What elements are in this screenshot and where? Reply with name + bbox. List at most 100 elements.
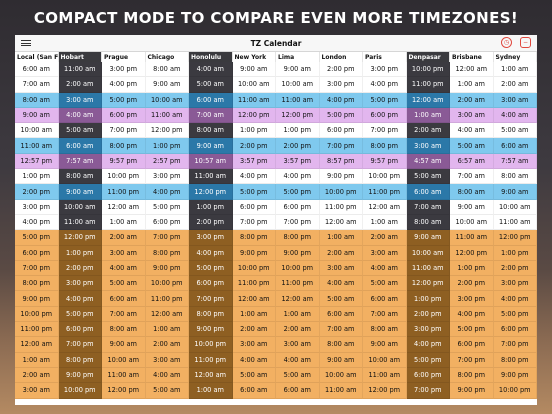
column-header[interactable]: Local (San F... <box>15 52 59 62</box>
time-cell[interactable]: 11:00 pm <box>102 184 146 200</box>
time-cell[interactable]: 4:00 pm <box>406 337 450 353</box>
time-cell[interactable]: 12:00 pm <box>189 184 233 200</box>
time-cell[interactable]: 5:00 pm <box>15 230 59 246</box>
time-cell[interactable]: 7:00 pm <box>102 123 146 139</box>
time-cell[interactable]: 4:00 am <box>232 352 276 368</box>
time-cell[interactable]: 7:57 am <box>58 153 102 170</box>
column-header[interactable]: London <box>319 52 363 62</box>
time-cell[interactable]: 4:00 pm <box>102 77 146 93</box>
time-cell[interactable]: 9:00 am <box>189 138 233 154</box>
time-cell[interactable]: 10:00 am <box>493 199 537 215</box>
time-cell[interactable]: 8:00 am <box>363 322 407 338</box>
time-cell[interactable]: 1:00 pm <box>450 260 494 277</box>
time-cell[interactable]: 3:00 pm <box>319 77 363 93</box>
time-cell[interactable]: 7:00 pm <box>493 337 537 353</box>
time-cell[interactable]: 11:00 pm <box>15 322 59 338</box>
time-cell[interactable]: 9:00 pm <box>189 322 233 338</box>
time-cell[interactable]: 3:00 am <box>450 107 494 124</box>
time-cell[interactable]: 8:00 am <box>58 169 102 185</box>
time-cell[interactable]: 2:00 am <box>145 337 189 353</box>
time-cell[interactable]: 9:00 pm <box>15 291 59 307</box>
time-cell[interactable]: 4:00 pm <box>232 169 276 185</box>
time-cell[interactable]: 9:57 pm <box>363 153 407 170</box>
time-cell[interactable]: 2:00 pm <box>15 184 59 200</box>
time-cell[interactable]: 5:00 am <box>189 77 233 93</box>
time-cell[interactable]: 5:00 pm <box>276 184 320 200</box>
time-cell[interactable]: 9:00 pm <box>276 245 320 261</box>
time-cell[interactable]: 11:00 pm <box>319 199 363 215</box>
time-cell[interactable]: 3:00 am <box>406 138 450 154</box>
time-cell[interactable]: 2:00 pm <box>276 138 320 154</box>
time-cell[interactable]: 7:00 am <box>363 306 407 323</box>
time-cell[interactable]: 1:00 pm <box>58 245 102 261</box>
time-cell[interactable]: 3:00 am <box>232 337 276 353</box>
time-cell[interactable]: 12:00 am <box>450 62 494 78</box>
time-cell[interactable]: 6:00 pm <box>145 214 189 231</box>
time-cell[interactable]: 5:00 pm <box>450 322 494 338</box>
time-cell[interactable]: 8:00 pm <box>58 352 102 368</box>
time-cell[interactable]: 9:00 am <box>145 77 189 93</box>
column-header[interactable]: Sydney <box>493 52 537 62</box>
time-cell[interactable]: 3:00 pm <box>363 62 407 78</box>
time-cell[interactable]: 11:00 am <box>58 62 102 78</box>
time-cell[interactable]: 12:00 am <box>406 92 450 108</box>
time-cell[interactable]: 11:00 pm <box>276 276 320 292</box>
time-cell[interactable]: 1:00 am <box>363 214 407 231</box>
column-header[interactable]: Lima <box>276 52 320 62</box>
time-cell[interactable]: 6:00 am <box>189 92 233 108</box>
time-cell[interactable]: 5:00 am <box>319 291 363 307</box>
time-cell[interactable]: 3:00 pm <box>450 291 494 307</box>
time-cell[interactable]: 10:00 am <box>363 352 407 368</box>
time-cell[interactable]: 2:00 am <box>232 322 276 338</box>
time-cell[interactable]: 2:00 am <box>319 245 363 261</box>
clock-icon[interactable]: ◷ <box>501 37 512 48</box>
time-cell[interactable]: 9:00 am <box>363 337 407 353</box>
time-cell[interactable]: 3:00 am <box>493 92 537 108</box>
time-cell[interactable]: 8:00 pm <box>145 245 189 261</box>
time-cell[interactable]: 6:00 pm <box>450 337 494 353</box>
time-cell[interactable]: 7:00 pm <box>232 214 276 231</box>
time-cell[interactable]: 3:00 pm <box>102 62 146 78</box>
time-cell[interactable]: 12:00 am <box>145 306 189 323</box>
time-cell[interactable]: 10:00 am <box>102 352 146 368</box>
time-cell[interactable]: 9:00 am <box>450 199 494 215</box>
time-cell[interactable]: 8:57 pm <box>319 153 363 170</box>
time-cell[interactable]: 7:00 am <box>15 77 59 93</box>
time-cell[interactable]: 7:00 pm <box>58 337 102 353</box>
time-cell[interactable]: 7:00 pm <box>363 123 407 139</box>
time-cell[interactable]: 12:00 am <box>15 337 59 353</box>
time-cell[interactable]: 4:00 pm <box>189 245 233 261</box>
time-cell[interactable]: 2:00 pm <box>189 214 233 231</box>
time-cell[interactable]: 9:00 am <box>232 62 276 78</box>
time-cell[interactable]: 9:00 am <box>493 184 537 200</box>
time-cell[interactable]: 2:00 pm <box>232 138 276 154</box>
time-cell[interactable]: 6:00 pm <box>363 107 407 124</box>
time-cell[interactable]: 1:00 am <box>15 352 59 368</box>
time-cell[interactable]: 4:00 pm <box>58 291 102 307</box>
time-cell[interactable]: 7:00 am <box>189 107 233 124</box>
time-cell[interactable]: 8:00 pm <box>189 306 233 323</box>
time-cell[interactable]: 1:00 am <box>493 62 537 78</box>
time-cell[interactable]: 5:00 pm <box>232 184 276 200</box>
time-cell[interactable]: 7:57 am <box>493 153 537 170</box>
time-cell[interactable]: 8:00 pm <box>363 138 407 154</box>
time-cell[interactable]: 7:00 pm <box>15 260 59 277</box>
time-cell[interactable]: 3:00 pm <box>406 322 450 338</box>
time-cell[interactable]: 1:00 am <box>276 306 320 323</box>
time-cell[interactable]: 7:00 pm <box>450 352 494 368</box>
column-header[interactable]: Brisbane <box>450 52 494 62</box>
time-cell[interactable]: 2:00 am <box>58 77 102 93</box>
time-cell[interactable]: 12:00 pm <box>102 383 146 399</box>
time-cell[interactable]: 5:00 pm <box>145 199 189 215</box>
time-cell[interactable]: 11:00 am <box>363 367 407 384</box>
time-cell[interactable]: 9:00 am <box>319 352 363 368</box>
time-cell[interactable]: 12:00 pm <box>493 230 537 246</box>
time-cell[interactable]: 4:57 am <box>406 153 450 170</box>
time-cell[interactable]: 10:00 am <box>450 214 494 231</box>
time-cell[interactable]: 10:00 am <box>145 92 189 108</box>
time-cell[interactable]: 3:00 am <box>276 337 320 353</box>
time-cell[interactable]: 6:00 pm <box>15 245 59 261</box>
time-cell[interactable]: 6:00 am <box>58 138 102 154</box>
time-cell[interactable]: 2:00 pm <box>319 62 363 78</box>
time-cell[interactable]: 6:00 pm <box>406 367 450 384</box>
